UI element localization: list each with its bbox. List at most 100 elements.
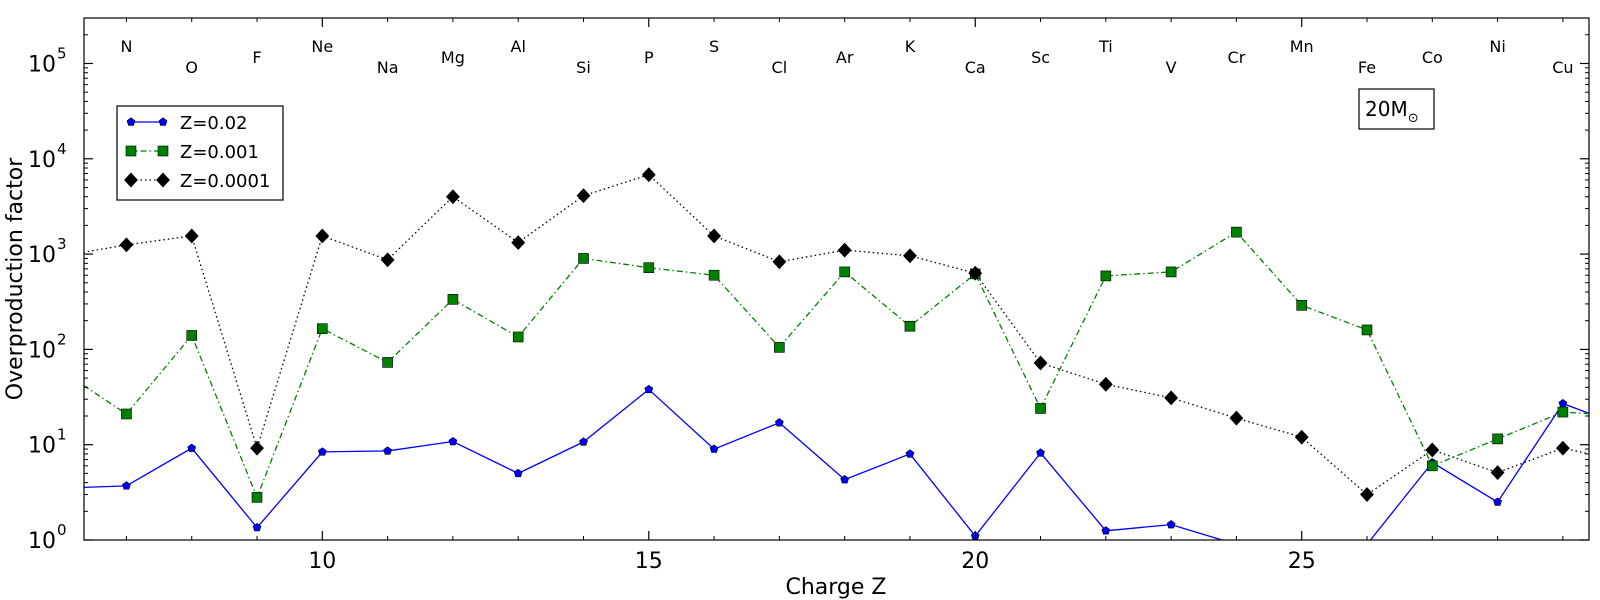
y-tick-label: 10 xyxy=(28,434,56,459)
data-point-z-0-02 xyxy=(513,468,523,478)
data-point-z-0-001 xyxy=(1426,460,1438,472)
plot-area xyxy=(84,18,1589,540)
data-point-z-0-0001 xyxy=(1164,390,1179,406)
x-tick-label: 20 xyxy=(961,549,989,574)
data-point-z-0-0001 xyxy=(1294,429,1309,445)
data-point-z-0-02 xyxy=(775,418,784,427)
data-point-z-0-001 xyxy=(1492,433,1503,445)
y-tick-label: 10 xyxy=(28,338,56,363)
data-point-z-0-02 xyxy=(1236,539,1237,540)
data-point-z-0-02 xyxy=(187,443,197,452)
plot-frame xyxy=(83,17,1590,541)
legend-marker-z-0-001 xyxy=(125,145,137,157)
data-point-z-0-001 xyxy=(121,408,132,420)
element-label-si: Si xyxy=(576,58,591,77)
element-labels: N O F Ne Na Mg Al Si P S Cl Ar K Ca Sc Ti V Cr Mn Fe Co Ni Cu xyxy=(120,37,1573,77)
data-point-z-0-001 xyxy=(1100,270,1112,282)
data-point-z-0-0001 xyxy=(837,242,852,258)
data-point-z-0-001 xyxy=(1296,300,1308,311)
x-tick-label: 10 xyxy=(308,549,336,574)
data-point-z-0-0001 xyxy=(250,440,264,456)
data-point-z-0-02 xyxy=(709,444,719,453)
data-point-z-0-001 xyxy=(1165,266,1177,278)
x-tick-label: 25 xyxy=(1288,549,1316,574)
data-point-z-0-02 xyxy=(252,523,262,532)
element-label-mg: Mg xyxy=(441,48,465,67)
element-label-f: F xyxy=(252,48,261,67)
data-point-z-0-001 xyxy=(1231,226,1242,238)
legend-label-z-0-001: Z=0.001 xyxy=(180,142,259,163)
data-point-z-0-0001 xyxy=(641,167,656,183)
legend-entry-z-0-001: Z=0.001 xyxy=(125,142,259,163)
x-axis-title: Charge Z xyxy=(785,575,886,600)
data-point-z-0-001 xyxy=(708,269,720,281)
element-label-s: S xyxy=(709,37,719,56)
data-point-z-0-02 xyxy=(383,446,392,455)
data-point-z-0-0001 xyxy=(184,228,199,244)
legend-marker-z-0-02 xyxy=(158,117,168,126)
legend-marker-z-0-02 xyxy=(126,117,136,126)
y-tick-label: 10 xyxy=(28,529,56,554)
data-point-z-0-001 xyxy=(1035,403,1046,414)
element-label-cr: Cr xyxy=(1228,48,1246,67)
data-point-z-0-02 xyxy=(1366,539,1368,540)
y-tick-label: 10 xyxy=(28,243,56,268)
data-point-z-0-0001 xyxy=(1229,410,1244,426)
legend-entry-z-0-0001: Z=0.0001 xyxy=(124,171,270,192)
data-point-z-0-02 xyxy=(1166,520,1176,529)
element-label-ca: Ca xyxy=(965,58,986,77)
element-label-ar: Ar xyxy=(836,48,854,67)
data-point-z-0-0001 xyxy=(1555,440,1570,456)
data-point-z-0-0001 xyxy=(772,254,787,270)
element-label-n: N xyxy=(120,37,132,56)
element-label-ne: Ne xyxy=(311,37,333,56)
data-point-z-0-0001 xyxy=(707,228,721,244)
data-point-z-0-001 xyxy=(447,294,459,305)
data-point-z-0-02 xyxy=(57,484,65,492)
element-label-sc: Sc xyxy=(1031,48,1050,67)
data-point-z-0-001 xyxy=(317,323,328,334)
element-label-al: Al xyxy=(511,37,526,56)
data-point-z-0-001 xyxy=(643,262,655,273)
data-point-z-0-001 xyxy=(186,330,198,341)
data-point-z-0-02 xyxy=(840,475,850,484)
legend-marker-z-0-0001 xyxy=(156,172,170,188)
data-point-z-0-02 xyxy=(1036,448,1045,457)
element-label-cl: Cl xyxy=(772,58,788,77)
data-point-z-0-001 xyxy=(839,266,850,278)
data-point-z-0-0001 xyxy=(1033,355,1048,371)
legend-entry-z-0-02: Z=0.02 xyxy=(126,113,248,134)
legend-marker-z-0-0001 xyxy=(124,172,138,188)
mass-annotation: 20M⊙ xyxy=(1358,88,1435,130)
x-tick-label: 15 xyxy=(635,549,663,574)
y-tick-label: 10 xyxy=(28,52,56,77)
data-point-z-0-0001 xyxy=(315,228,330,244)
series-z-0-001 xyxy=(84,226,1589,503)
y-tick-exponent: 4 xyxy=(57,140,67,158)
data-point-z-0-0001 xyxy=(968,265,983,281)
element-label-ti: Ti xyxy=(1098,37,1113,56)
data-point-z-0-001 xyxy=(578,253,589,264)
series-z-0-0001 xyxy=(84,167,1589,502)
y-tick-label: 10 xyxy=(28,148,56,173)
y-tick-exponent: 2 xyxy=(57,330,67,348)
data-point-z-0-0001 xyxy=(511,235,526,251)
y-tick-exponent: 1 xyxy=(57,426,67,444)
legend-label-z-0-02: Z=0.02 xyxy=(180,113,248,134)
data-point-z-0-0001 xyxy=(445,189,460,205)
data-point-z-0-02 xyxy=(448,436,458,446)
element-label-p: P xyxy=(644,48,654,67)
mass-annotation-text: 20M⊙ xyxy=(1365,97,1419,126)
data-point-z-0-02 xyxy=(122,481,131,490)
data-point-z-0-001 xyxy=(1361,324,1373,336)
data-point-z-0-001 xyxy=(382,357,393,368)
data-point-z-0-0001 xyxy=(1425,442,1440,458)
data-point-z-0-02 xyxy=(1493,497,1502,506)
data-point-z-0-02 xyxy=(1298,579,1306,587)
data-point-z-0-001 xyxy=(251,492,263,503)
data-point-z-0-0001 xyxy=(903,248,917,264)
y-axis-title: Overproduction factor xyxy=(3,157,28,400)
legend-marker-z-0-001 xyxy=(157,145,169,157)
element-label-cu: Cu xyxy=(1552,58,1573,77)
